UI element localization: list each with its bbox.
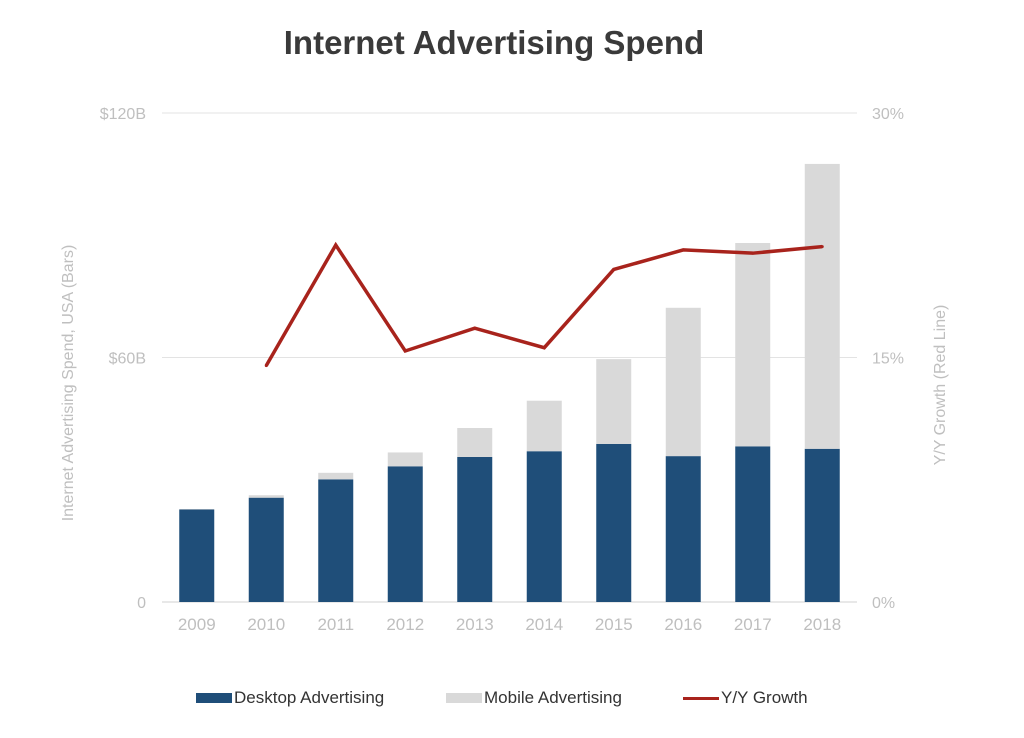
bar-desktop (735, 446, 771, 602)
bar-desktop (387, 466, 423, 602)
legend-swatch-desktop (196, 693, 232, 703)
legend-label-mobile: Mobile Advertising (484, 688, 622, 707)
bar-mobile (457, 427, 493, 457)
y2-axis-title: Y/Y Growth (Red Line) (932, 305, 949, 466)
legend-item-desktop: Desktop Advertising (196, 688, 384, 708)
bar-layer (179, 163, 840, 602)
y-tick-label: 0 (137, 595, 146, 612)
growth-point (334, 243, 338, 247)
x-tick-label: 2013 (456, 615, 494, 634)
legend-swatch-growth (683, 696, 719, 700)
x-tick-label: 2012 (386, 615, 424, 634)
bar-mobile (735, 242, 771, 447)
growth-point (264, 364, 268, 368)
growth-point (820, 245, 824, 249)
legend-swatch-mobile (446, 693, 482, 703)
growth-point (751, 251, 755, 255)
legend-label-desktop: Desktop Advertising (234, 688, 385, 707)
bar-mobile (248, 495, 284, 498)
growth-point (403, 349, 407, 353)
bar-desktop (248, 497, 284, 602)
legend-label-growth: Y/Y Growth (721, 688, 808, 707)
x-tick-label: 2010 (247, 615, 285, 634)
legend: Desktop Advertising Mobile Advertising Y… (0, 688, 1024, 712)
axis-ticks: 0 $60B $120B 0% 15% 30% 2009 2010 2011 2012 2013 20… (100, 106, 904, 634)
x-tick-label: 2011 (317, 615, 354, 634)
growth-point (542, 346, 546, 350)
bar-mobile (665, 307, 701, 457)
bar-mobile (596, 359, 632, 444)
legend-item-growth: Y/Y Growth (683, 688, 808, 708)
y-axis-title: Internet Advertising Spend, USA (Bars) (60, 245, 77, 522)
x-tick-label: 2015 (595, 615, 633, 634)
bar-mobile (526, 400, 562, 452)
y-tick-label: $120B (100, 106, 146, 123)
bar-desktop (804, 448, 840, 602)
bar-desktop (318, 479, 354, 602)
x-tick-label: 2017 (734, 615, 772, 634)
x-tick-label: 2018 (803, 615, 841, 634)
x-tick-label: 2009 (178, 615, 216, 634)
growth-line-layer (264, 241, 824, 368)
bar-mobile (318, 472, 354, 480)
y2-tick-label: 30% (872, 106, 904, 123)
x-tick-label: 2016 (664, 615, 702, 634)
bar-desktop (596, 443, 632, 602)
legend-item-mobile: Mobile Advertising (446, 688, 622, 708)
bar-desktop (179, 509, 215, 602)
bar-mobile (804, 163, 840, 449)
bar-mobile (387, 452, 423, 467)
y2-tick-label: 15% (872, 351, 904, 368)
bar-desktop (457, 456, 493, 602)
bar-desktop (526, 451, 562, 602)
growth-point (612, 267, 616, 271)
y-tick-label: $60B (109, 351, 146, 368)
x-tick-label: 2014 (525, 615, 563, 634)
chart-title: Internet Advertising Spend (283, 24, 705, 61)
growth-point (681, 248, 685, 252)
growth-point (473, 326, 477, 330)
y2-tick-label: 0% (872, 595, 895, 612)
bar-desktop (665, 456, 701, 602)
